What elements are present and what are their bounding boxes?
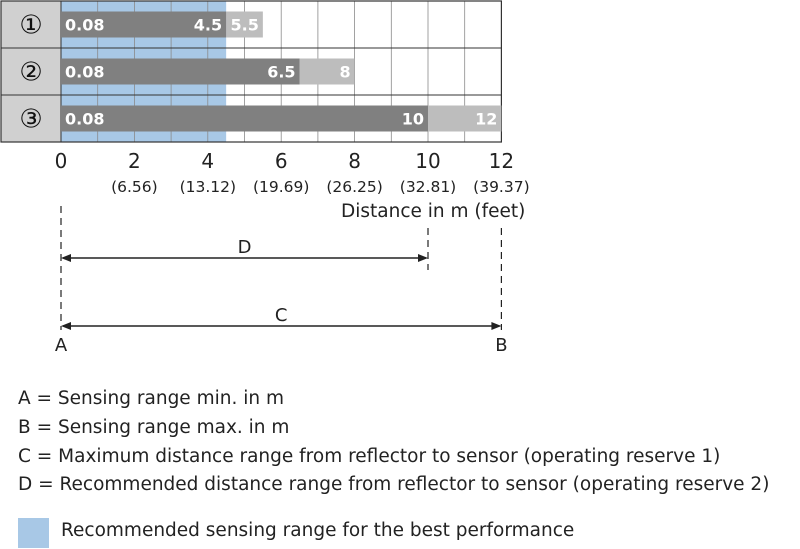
chart-frame [0,0,502,143]
recommended-range-swatch [18,518,49,548]
legend-item-b: B = Sensing range max. in m [18,417,290,438]
x-tick-feet-label: (26.25) [326,178,382,196]
bar-reserve-1-label-row-2: 8 [339,63,350,82]
bar-reserve-1-row-2 [299,58,355,85]
legend-item-c: C = Maximum distance range from reflecto… [18,446,721,467]
dimension-layer: D C A B [55,206,508,356]
x-tick-feet-label: (39.37) [473,178,529,196]
x-tick-label: 6 [275,149,288,173]
dim-label-a: A [55,335,68,356]
dim-label-b: B [495,335,507,356]
recommended-range-legend-label: Recommended sensing range for the best p… [61,520,575,541]
row-label-layer: ① ② ③ [19,11,42,135]
x-tick-feet-label: (32.81) [400,178,456,196]
row-number-2: ② [19,58,42,88]
bar-min-label-row-3: 0.08 [65,110,104,129]
x-tick-label: 2 [128,149,141,173]
bar-reserve-2-row-3 [61,105,428,132]
bar-min-label-row-2: 0.08 [65,63,104,82]
dim-label-c: C [275,305,288,326]
bar-layer: 0.08 4.5 5.5 0.08 6.5 8 0.08 10 12 [61,11,502,132]
bar-reserve-2-row-1 [61,11,227,38]
bar-reserve-1-label-row-1: 5.5 [231,16,259,35]
x-tick-feet-label: (19.69) [253,178,309,196]
x-tick-feet-label: (13.12) [180,178,236,196]
x-tick-label: 12 [489,149,514,173]
x-tick-label: 10 [415,149,440,173]
bar-min-label-row-1: 0.08 [65,16,104,35]
bar-reserve-1-label-row-3: 12 [475,110,497,129]
bar-reserve-2-row-2 [61,58,300,85]
legend-item-d: D = Recommended distance range from refl… [18,474,770,495]
dim-line-c-arrowhead-right [491,322,502,330]
legend-item-a: A = Sensing range min. in m [18,388,284,409]
row-id-column [1,1,61,142]
bar-reserve-2-label-row-3: 10 [402,110,424,129]
tick-layer: 0 2 (6.56) 4 (13.12) 6 (19.69) 8 (26.25) 10 (32.81… [55,149,530,196]
x-tick-label: 8 [348,149,361,173]
bar-reserve-2-label-row-2: 6.5 [267,63,295,82]
row-number-3: ③ [19,105,42,135]
dim-label-d: D [238,237,252,258]
x-tick-feet-label: (6.56) [111,178,158,196]
sensing-range-diagram: 0.08 4.5 5.5 0.08 6.5 8 0.08 10 12 ① ② ③ 0 2 (6.56) 4… [0,0,530,356]
x-tick-label: 4 [201,149,214,173]
row-number-1: ① [19,11,42,41]
dim-line-c-arrowhead-left [61,322,71,330]
x-tick-label: 0 [55,149,68,173]
dim-line-d-arrowhead-left [61,254,71,262]
bar-reserve-1-row-3 [428,105,502,132]
bar-reserve-1-row-1 [226,11,263,38]
bar-reserve-2-label-row-1: 4.5 [194,16,222,35]
dim-line-d-arrowhead-right [418,254,428,262]
x-axis-title: Distance in m (feet) [341,201,526,222]
